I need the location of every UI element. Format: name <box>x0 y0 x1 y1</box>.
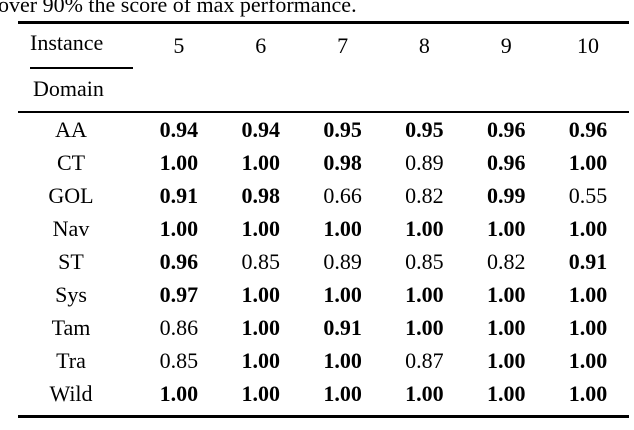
table-cell: 0.87 <box>405 348 444 373</box>
table-cell: 0.96 <box>486 150 526 175</box>
table-cell: 1.00 <box>323 216 362 241</box>
table-cell: 0.96 <box>568 117 608 142</box>
table-cell: 0.95 <box>405 117 444 142</box>
table-cell: 1.00 <box>241 282 280 307</box>
table-cell: 0.91 <box>323 315 362 340</box>
table-cell: 0.82 <box>405 183 444 208</box>
table-row-wild: Wild 1.00 1.00 1.00 1.00 1.00 1.00 <box>18 377 629 410</box>
column-header-6: 6 <box>255 33 267 58</box>
table-cell: 1.00 <box>568 348 608 373</box>
row-label: Tra <box>56 348 86 373</box>
table-row-tra: Tra 0.85 1.00 1.00 0.87 1.00 1.00 <box>18 344 629 377</box>
table-row-ct: CT 1.00 1.00 0.98 0.89 0.96 1.00 <box>18 146 629 179</box>
table-mid-rule <box>18 111 629 113</box>
table-cell: 1.00 <box>486 348 526 373</box>
corner-divider-line <box>30 67 133 69</box>
row-label: CT <box>56 150 86 175</box>
row-label: ST <box>58 249 84 274</box>
row-label: Nav <box>52 216 90 241</box>
table-cell: 1.00 <box>405 381 444 406</box>
table-cell: 0.86 <box>159 315 199 340</box>
table-cell: 0.94 <box>159 117 199 142</box>
row-label: AA <box>55 117 87 142</box>
corner-header-cell: Instance Domain <box>18 24 158 111</box>
table-cell: 1.00 <box>568 150 608 175</box>
table-cell: 1.00 <box>241 348 280 373</box>
corner-header-instance: Instance <box>30 30 104 55</box>
table-cell: 0.96 <box>486 117 526 142</box>
row-label: Wild <box>49 381 93 406</box>
table-cell: 0.96 <box>159 249 199 274</box>
table-cell: 0.89 <box>323 249 362 274</box>
table-cell: 1.00 <box>405 282 444 307</box>
column-header-8: 8 <box>418 33 430 58</box>
table-row-gol: GOL 0.91 0.98 0.66 0.82 0.99 0.55 <box>18 179 629 212</box>
table-cell: 0.97 <box>159 282 199 307</box>
table-cell: 1.00 <box>323 282 362 307</box>
table-cell: 1.00 <box>159 381 199 406</box>
table-cell: 1.00 <box>241 150 280 175</box>
table-cell: 0.98 <box>323 150 362 175</box>
table-cell: 1.00 <box>568 282 608 307</box>
table-cell: 0.66 <box>323 183 362 208</box>
table-cell: 1.00 <box>568 381 608 406</box>
table-cell: 1.00 <box>241 315 280 340</box>
table-cell: 0.85 <box>159 348 199 373</box>
table-cell: 1.00 <box>568 216 608 241</box>
table-cell: 1.00 <box>486 315 526 340</box>
row-label: Sys <box>55 282 87 307</box>
column-header-5: 5 <box>173 33 185 58</box>
table-cell: 1.00 <box>159 150 199 175</box>
table-cell: 1.00 <box>241 381 280 406</box>
table-cell: 1.00 <box>486 282 526 307</box>
table-cell: 0.89 <box>405 150 444 175</box>
column-headers: 5 6 7 8 9 10 <box>138 24 629 66</box>
table-bottom-rule <box>18 415 629 418</box>
table-row-tam: Tam 0.86 1.00 0.91 1.00 1.00 1.00 <box>18 311 629 344</box>
table-row-nav: Nav 1.00 1.00 1.00 1.00 1.00 1.00 <box>18 212 629 245</box>
table-row-aa: AA 0.94 0.94 0.95 0.95 0.96 0.96 <box>18 113 629 146</box>
table-row-st: ST 0.96 0.85 0.89 0.85 0.82 0.91 <box>18 245 629 278</box>
table-top-rule <box>18 21 629 24</box>
table-cell: 1.00 <box>241 216 280 241</box>
table-header: Instance Domain 5 6 7 8 9 10 <box>18 24 629 111</box>
table-body: AA 0.94 0.94 0.95 0.95 0.96 0.96 CT 1.00… <box>18 113 629 410</box>
table-cell: 0.55 <box>568 183 608 208</box>
table-cell: 1.00 <box>568 315 608 340</box>
table-cell: 1.00 <box>323 348 362 373</box>
table-cell: 1.00 <box>405 216 444 241</box>
row-label: Tam <box>51 315 91 340</box>
table-cell: 1.00 <box>486 381 526 406</box>
table-cell: 0.91 <box>159 183 199 208</box>
table-cell: 1.00 <box>486 216 526 241</box>
table-cell: 0.91 <box>568 249 608 274</box>
table-cell: 0.95 <box>323 117 362 142</box>
table-row-sys: Sys 0.97 1.00 1.00 1.00 1.00 1.00 <box>18 278 629 311</box>
table-cell: 1.00 <box>405 315 444 340</box>
results-table: Instance Domain 5 6 7 8 9 10 AA 0.94 0.9… <box>18 21 629 418</box>
table-cell: 1.00 <box>323 381 362 406</box>
row-label: GOL <box>48 183 94 208</box>
table-cell: 0.85 <box>405 249 444 274</box>
table-cell: 0.94 <box>241 117 280 142</box>
column-header-7: 7 <box>337 33 349 58</box>
column-header-9: 9 <box>500 33 512 58</box>
column-header-10: 10 <box>577 33 600 58</box>
corner-header-domain: Domain <box>33 76 104 101</box>
table-cell: 0.98 <box>241 183 280 208</box>
table-cell: 0.82 <box>486 249 526 274</box>
table-cell: 0.85 <box>241 249 280 274</box>
table-caption-fragment: over 90% the score of max performance. <box>0 0 357 17</box>
table-cell: 1.00 <box>159 216 199 241</box>
table-cell: 0.99 <box>486 183 526 208</box>
